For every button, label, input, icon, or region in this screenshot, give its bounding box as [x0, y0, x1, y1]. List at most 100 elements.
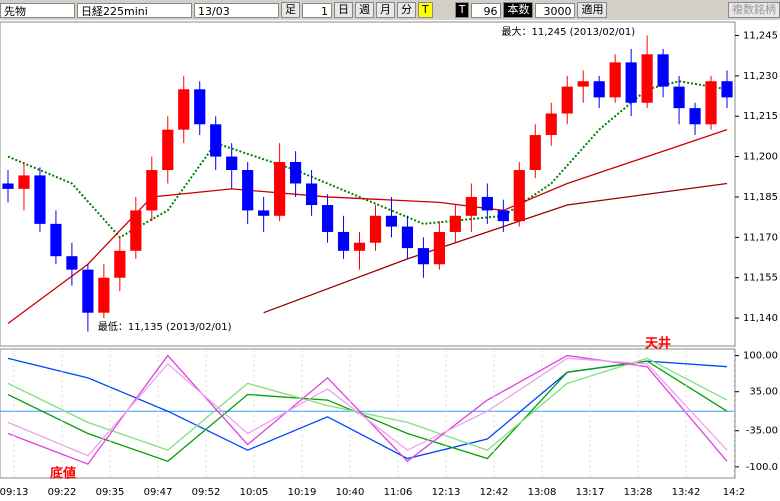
bar-label: 足 — [281, 2, 300, 18]
candle-body — [321, 205, 334, 232]
candle-body — [337, 231, 350, 251]
candle-body — [242, 170, 254, 211]
y-tick-label: -35.00 — [746, 426, 778, 437]
x-tick-label: 13:08 — [528, 487, 557, 498]
candle-body — [34, 175, 46, 224]
y-tick-label: 11,155 — [743, 273, 778, 284]
min-annotation: 最低：11,135 (2013/02/01) — [98, 320, 232, 333]
day-button[interactable]: 日 — [334, 2, 353, 18]
candle-body — [625, 62, 637, 103]
multi-button[interactable]: 複数銘柄 — [728, 2, 780, 18]
candle-body — [609, 62, 621, 98]
candle-body — [449, 215, 461, 232]
apply-button[interactable]: 適用 — [577, 2, 608, 18]
month-button[interactable]: 月 — [376, 2, 395, 18]
y-tick-label: -100.0 — [746, 462, 778, 473]
y-tick-label: 11,215 — [743, 111, 778, 122]
y-tick-label: 11,200 — [743, 152, 778, 163]
candle-body — [98, 277, 110, 313]
candle-body — [561, 86, 573, 114]
candle-body — [258, 210, 270, 216]
x-tick-label: 09:47 — [144, 487, 173, 498]
candle-body — [641, 54, 653, 103]
bars-input[interactable]: 96 — [471, 2, 502, 18]
candle-body — [433, 231, 445, 265]
candle-body — [305, 183, 318, 206]
candle-body — [178, 89, 190, 130]
candle-body — [274, 161, 286, 216]
candle-body — [162, 129, 174, 171]
x-tick-label: 09:22 — [48, 487, 77, 498]
candle-body — [481, 196, 493, 211]
line — [7, 129, 728, 324]
count-input[interactable]: 3000 — [535, 2, 576, 18]
y-tick-label: 11,185 — [743, 192, 778, 203]
bar-count[interactable]: 1 — [302, 2, 332, 18]
y-tick-label: 11,170 — [743, 232, 778, 243]
t-label: T — [454, 2, 470, 18]
candle-body — [50, 223, 62, 257]
bottom-label: 底値 — [50, 466, 76, 482]
contract-select[interactable]: 13/03 — [194, 2, 279, 18]
candle-body — [593, 81, 605, 98]
candle-body — [66, 256, 78, 270]
candle-body — [18, 175, 30, 189]
y-tick-label: 100.00 — [743, 351, 778, 362]
x-tick-label: 13:42 — [672, 487, 701, 498]
x-tick-label: 12:42 — [480, 487, 509, 498]
max-annotation: 最大：11,245 (2013/02/01) — [502, 25, 636, 38]
candle-body — [721, 81, 733, 98]
candle-body — [146, 170, 158, 211]
candle-body — [210, 124, 222, 157]
week-button[interactable]: 週 — [355, 2, 374, 18]
line — [7, 357, 728, 451]
line — [7, 357, 728, 457]
candle-body — [689, 108, 701, 125]
candle-body — [290, 161, 302, 184]
y-tick-label: 11,245 — [743, 30, 778, 41]
x-tick-label: 12:13 — [432, 487, 461, 498]
x-tick-label: 10:19 — [288, 487, 317, 498]
chart: 11,245 11,230 11,215 11,200 11,185 11,170 11,1… — [0, 21, 778, 498]
x-tick-label: 13:17 — [576, 487, 605, 498]
x-tick-label: 10:40 — [336, 487, 365, 498]
candle-body — [353, 242, 366, 251]
x-tick-label: 10:05 — [240, 487, 269, 498]
candle-body — [194, 89, 206, 125]
toolbar: 先物 日経225mini 13/03 足 1 日 週 月 分 T T 96 本数… — [0, 0, 780, 20]
candle-body — [114, 250, 126, 278]
symbol-select[interactable]: 日経225mini — [77, 2, 192, 18]
minute-button[interactable]: 分 — [397, 2, 416, 18]
tick-button[interactable]: T — [418, 2, 433, 18]
candle-body — [513, 170, 525, 222]
candle-body — [497, 210, 509, 222]
y-tick-label: 11,140 — [743, 313, 778, 324]
candle-body — [369, 215, 382, 243]
candle-body — [226, 156, 238, 171]
candle-body — [465, 196, 477, 216]
candle-body — [130, 210, 142, 251]
line — [7, 360, 728, 463]
x-tick-label: 14:2 — [723, 487, 745, 498]
candle-body — [673, 86, 685, 109]
x-tick-label: 09:52 — [192, 487, 221, 498]
x-tick-label: 13:28 — [624, 487, 653, 498]
market-select[interactable]: 先物 — [0, 2, 75, 18]
y-tick-label: 11,230 — [743, 71, 778, 82]
line — [263, 182, 728, 314]
candle-body — [82, 269, 94, 313]
candle-body — [2, 183, 14, 189]
candle-body — [401, 226, 414, 249]
y-tick-label: 35.00 — [749, 387, 778, 398]
bars-label: 本数 — [503, 2, 534, 18]
candle-body — [577, 81, 589, 87]
main-frame — [0, 21, 736, 347]
x-tick-label: 09:13 — [0, 487, 28, 498]
candle-body — [545, 113, 557, 136]
top-label: 天井 — [645, 336, 671, 352]
candle-body — [657, 54, 669, 87]
x-tick-label: 11:06 — [384, 487, 413, 498]
x-tick-label: 09:35 — [96, 487, 125, 498]
candle-body — [529, 135, 541, 171]
